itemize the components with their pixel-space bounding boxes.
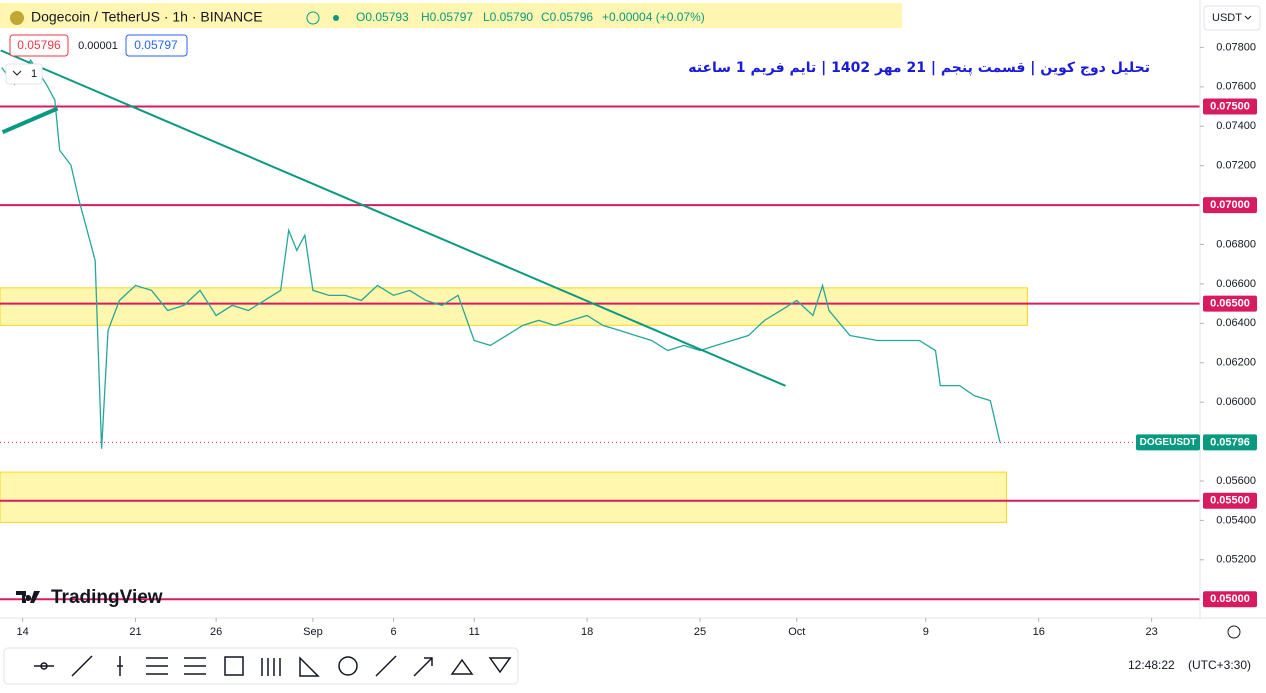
price-line xyxy=(1,58,1001,449)
y-tick-label: 0.07200 xyxy=(1216,160,1256,172)
level-label: 0.05000 xyxy=(1210,593,1250,605)
symbol-label: DOGEUSDT xyxy=(1140,437,1197,448)
symbol-title: Dogecoin / TetherUS · 1h · BINANCE xyxy=(31,9,263,25)
x-tick-label: Oct xyxy=(788,626,805,638)
trendline xyxy=(1,106,59,134)
toolbar-icons xyxy=(34,655,512,677)
x-tick-label: Sep xyxy=(303,626,323,638)
x-tick-label: 16 xyxy=(1033,626,1045,638)
header-highlight xyxy=(0,3,902,28)
bid-price: 0.05796 xyxy=(17,38,61,52)
y-tick-label: 0.05400 xyxy=(1216,514,1256,526)
ohlc-open: O0.05793 xyxy=(356,10,409,24)
status-dot xyxy=(306,11,320,25)
level-tag xyxy=(1203,591,1257,608)
x-tick-label: 6 xyxy=(390,626,396,638)
tool-arrow-line[interactable] xyxy=(375,655,397,677)
chevron-icon xyxy=(12,70,22,76)
spread: 0.00001 xyxy=(78,40,118,52)
level-tag xyxy=(1203,98,1257,115)
level-label: 0.05500 xyxy=(1210,495,1250,507)
last-price-label: 0.05796 xyxy=(1210,436,1250,448)
trendline xyxy=(0,49,786,387)
x-tick-label: 11 xyxy=(468,626,479,638)
tool-circle[interactable] xyxy=(338,656,358,676)
indicator-toggle[interactable] xyxy=(5,63,43,85)
timezone: (UTC+3:30) xyxy=(1188,658,1251,672)
y-tick-label: 0.06600 xyxy=(1216,278,1256,290)
currency: USDT xyxy=(1212,12,1242,24)
ask-box[interactable] xyxy=(125,34,188,57)
y-tick-label: 0.05200 xyxy=(1216,554,1256,566)
level-label: 0.06500 xyxy=(1210,298,1250,310)
tool-ray[interactable] xyxy=(34,662,54,670)
tool-pitchfork[interactable] xyxy=(261,658,281,676)
tool-down[interactable] xyxy=(488,657,512,674)
ohlc-high: H0.05797 xyxy=(421,10,473,24)
x-tick-label: 23 xyxy=(1145,626,1157,638)
brand: TradingView xyxy=(51,587,163,608)
ohlc-low: L0.05790 xyxy=(483,10,533,24)
dropdown-icon xyxy=(1244,15,1252,20)
tool-fib[interactable] xyxy=(184,657,206,675)
y-tick-label: 0.07800 xyxy=(1216,41,1256,53)
currency-button[interactable] xyxy=(1203,5,1261,31)
coin-icon xyxy=(10,11,24,25)
indicator-count: 1 xyxy=(31,68,37,80)
y-tick-label: 0.06200 xyxy=(1216,357,1256,369)
level-tag xyxy=(1203,295,1257,312)
symbol-tag xyxy=(1136,434,1200,451)
tool-pattern[interactable] xyxy=(299,656,320,677)
y-tick-label: 0.07600 xyxy=(1216,81,1256,93)
y-tick-label: 0.06800 xyxy=(1216,238,1256,250)
level-tag xyxy=(1203,492,1257,509)
y-tick-label: 0.05600 xyxy=(1216,475,1256,487)
x-tick-label: 26 xyxy=(210,626,222,638)
zone xyxy=(0,287,1028,326)
settings-icon[interactable] xyxy=(1227,625,1241,639)
y-tick-label: 0.06400 xyxy=(1216,317,1256,329)
x-tick-label: 21 xyxy=(129,626,141,638)
zone xyxy=(0,471,1007,523)
level-label: 0.07500 xyxy=(1210,100,1250,112)
last-price-tag xyxy=(1203,434,1257,451)
live-dot xyxy=(333,15,339,21)
ask-price: 0.05797 xyxy=(134,38,178,52)
tool-arrow[interactable] xyxy=(413,657,433,677)
tool-trendline[interactable] xyxy=(71,655,93,677)
level-label: 0.07000 xyxy=(1210,199,1250,211)
x-tick-label: 25 xyxy=(694,626,706,638)
drawing-toolbar xyxy=(3,647,519,685)
x-tick-label: 9 xyxy=(923,626,929,638)
ohlc-change: +0.00004 (+0.07%) xyxy=(602,10,705,24)
tool-rect[interactable] xyxy=(224,656,244,676)
y-tick-label: 0.07400 xyxy=(1216,120,1256,132)
ohlc-close: C0.05796 xyxy=(541,10,593,24)
clock: 12:48:22 xyxy=(1128,658,1175,672)
annotation: تحلیل دوج کوین | قسمت پنجم | 21 مهر 1402… xyxy=(688,60,1150,76)
x-tick-label: 14 xyxy=(16,626,28,638)
x-tick-label: 18 xyxy=(581,626,593,638)
logo-icon xyxy=(16,591,40,603)
level-tag xyxy=(1203,197,1257,214)
bid-box[interactable] xyxy=(9,34,69,57)
tool-up[interactable] xyxy=(450,658,474,675)
tool-parallel[interactable] xyxy=(146,657,168,675)
tool-vertical[interactable] xyxy=(117,656,123,676)
y-tick-label: 0.06000 xyxy=(1216,396,1256,408)
plot-area xyxy=(0,49,1200,601)
